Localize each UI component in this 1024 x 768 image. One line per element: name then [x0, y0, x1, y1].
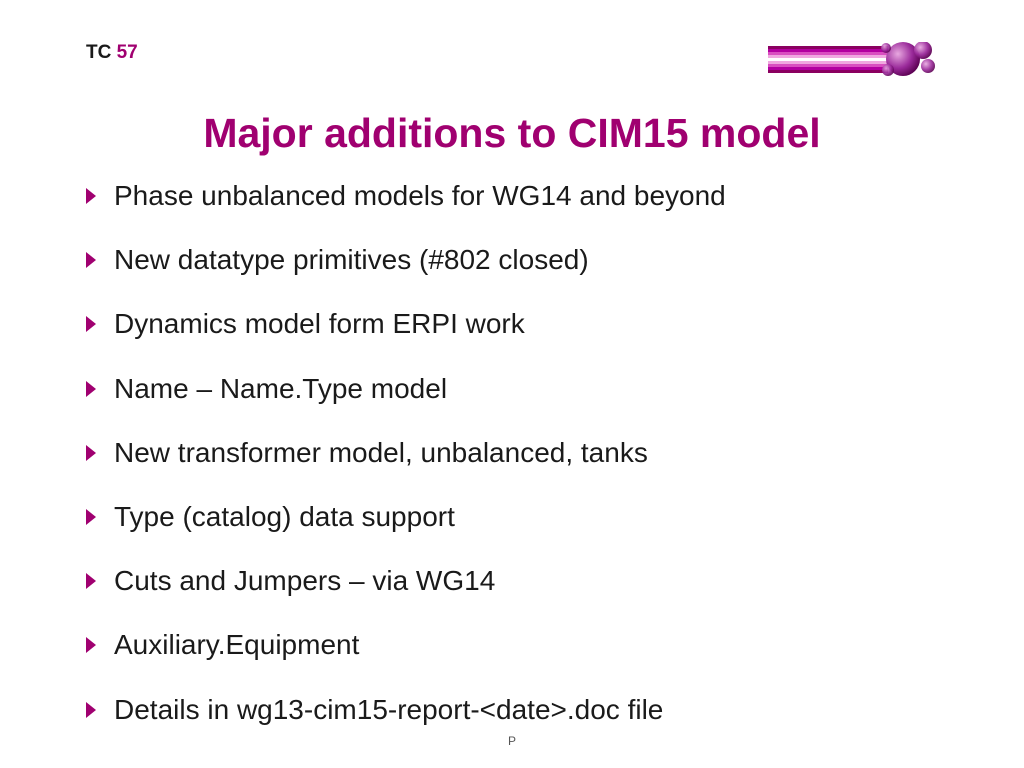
bullet-text: Dynamics model form ERPI work — [114, 308, 525, 340]
slide-footer: P — [0, 734, 1024, 748]
list-item: Dynamics model form ERPI work — [86, 308, 964, 340]
list-item: Phase unbalanced models for WG14 and bey… — [86, 180, 964, 212]
triangle-bullet-icon — [86, 573, 96, 589]
bullet-text: Auxiliary.Equipment — [114, 629, 359, 661]
bullet-text: New datatype primitives (#802 closed) — [114, 244, 589, 276]
triangle-bullet-icon — [86, 252, 96, 268]
list-item: Details in wg13-cim15-report-<date>.doc … — [86, 694, 964, 726]
header-label: TC 57 — [86, 42, 138, 64]
slide: TC 57 — [0, 0, 1024, 768]
triangle-bullet-icon — [86, 188, 96, 204]
list-item: Name – Name.Type model — [86, 373, 964, 405]
header-accent: 57 — [117, 42, 138, 63]
list-item: New datatype primitives (#802 closed) — [86, 244, 964, 276]
triangle-bullet-icon — [86, 509, 96, 525]
triangle-bullet-icon — [86, 381, 96, 397]
list-item: Auxiliary.Equipment — [86, 629, 964, 661]
bullet-text: New transformer model, unbalanced, tanks — [114, 437, 648, 469]
bullet-list: Phase unbalanced models for WG14 and bey… — [86, 180, 964, 726]
header-prefix: TC — [86, 42, 117, 63]
triangle-bullet-icon — [86, 702, 96, 718]
triangle-bullet-icon — [86, 445, 96, 461]
bullet-text: Details in wg13-cim15-report-<date>.doc … — [114, 694, 663, 726]
slide-title: Major additions to CIM15 model — [0, 110, 1024, 157]
triangle-bullet-icon — [86, 637, 96, 653]
bullet-text: Cuts and Jumpers – via WG14 — [114, 565, 495, 597]
header-decorative-graphic — [768, 42, 938, 76]
list-item: Cuts and Jumpers – via WG14 — [86, 565, 964, 597]
list-item: Type (catalog) data support — [86, 501, 964, 533]
stripes-and-bubbles-icon — [768, 42, 938, 76]
bullet-text: Name – Name.Type model — [114, 373, 447, 405]
bullet-text: Type (catalog) data support — [114, 501, 455, 533]
list-item: New transformer model, unbalanced, tanks — [86, 437, 964, 469]
triangle-bullet-icon — [86, 316, 96, 332]
slide-header: TC 57 — [86, 42, 938, 78]
bullet-text: Phase unbalanced models for WG14 and bey… — [114, 180, 726, 212]
